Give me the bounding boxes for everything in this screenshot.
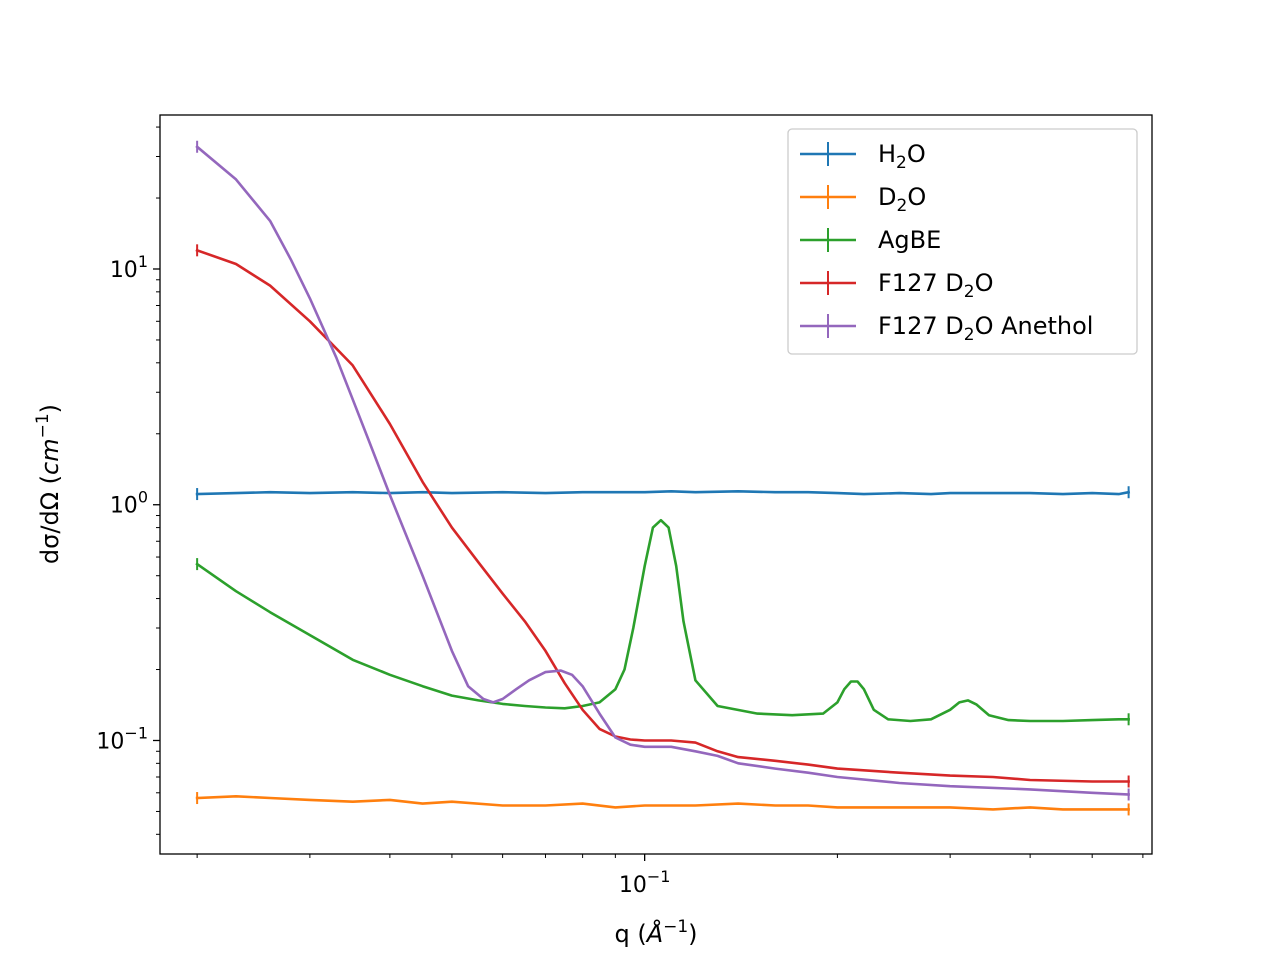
series-3 [195,518,1130,726]
legend-label: F127 D2O [878,269,993,302]
series-5 [195,140,1130,801]
ticks-layer: 10−1 10−1 100 101 [96,126,1144,898]
legend-label: AgBE [878,226,941,254]
y-tick-label: 100 [110,488,148,519]
series-line [195,489,1131,496]
series-line [195,518,1130,723]
series-2 [195,792,1130,816]
y-axis-label: dσ/dΩ (cm−1) [33,404,64,564]
legend: H2O D2O AgBE F127 D2O F127 D2O Anethol [787,128,1138,355]
legend-item: D2O [800,183,926,216]
series-layer [195,140,1131,816]
y-tick-label: 10−1 [96,723,148,754]
legend-item: F127 D2O Anethol [800,312,1093,345]
x-tick-label: 10−1 [619,867,671,898]
series-line [195,144,1130,796]
series-line [195,794,1130,811]
series-1 [195,486,1131,501]
legend-item: F127 D2O [800,269,993,302]
legend-label: H2O [878,140,926,173]
legend-label: D2O [878,183,926,216]
x-axis-label: q (Å−1) [614,917,697,948]
legend-box [787,128,1138,355]
plot-area-frame [159,114,1153,855]
y-tick-label: 101 [110,252,148,283]
legend-item: H2O [800,140,926,173]
legend-label: F127 D2O Anethol [878,312,1093,345]
legend-item: AgBE [800,226,941,254]
